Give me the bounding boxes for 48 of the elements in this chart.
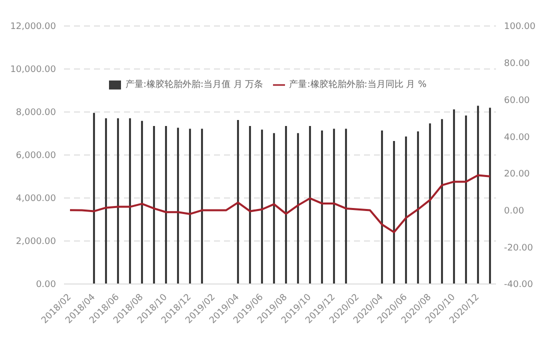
bar [249, 126, 251, 284]
bar [273, 133, 275, 284]
bar [381, 130, 383, 284]
y2-tick-label: -20.00 [504, 243, 534, 254]
bar [489, 108, 491, 284]
bar [261, 130, 263, 284]
bar [117, 118, 119, 284]
y2-tick-label: 100.00 [504, 22, 536, 32]
bar [93, 112, 95, 284]
bar [453, 109, 455, 284]
y-tick-label: 8,000.00 [16, 108, 56, 118]
legend-label: 产量:橡胶轮胎外胎:当月值 月 万条 [125, 80, 264, 90]
bar [165, 126, 167, 284]
bar [177, 128, 179, 284]
bar [441, 119, 443, 284]
bar [405, 136, 407, 284]
bar [189, 128, 191, 284]
y-tick-label: 12,000.00 [10, 22, 56, 32]
bar [465, 115, 467, 284]
y2-tick-label: 60.00 [504, 96, 530, 106]
y-tick-label: 10,000.00 [10, 65, 56, 76]
y2-tick-label: 20.00 [504, 170, 530, 180]
y-tick-label: 6,000.00 [16, 151, 56, 162]
y-tick-label: 4,000.00 [16, 194, 56, 204]
y2-tick-label: 0.00 [504, 206, 524, 216]
y-tick-label: 2,000.00 [16, 237, 56, 248]
y2-tick-label: 40.00 [504, 132, 530, 143]
bar [129, 118, 131, 284]
bar [105, 118, 107, 284]
bar [309, 126, 311, 284]
y2-tick-label: 80.00 [504, 59, 530, 70]
legend-label: 产量:橡胶轮胎外胎:当月同比 月 % [289, 80, 427, 90]
bar [321, 130, 323, 284]
bar [345, 128, 347, 284]
y-tick-label: 0.00 [36, 280, 56, 290]
bar [393, 141, 395, 284]
bar [477, 106, 479, 284]
bar [201, 128, 203, 284]
bar [429, 123, 431, 284]
bar [417, 131, 419, 284]
bar [153, 126, 155, 284]
bar [237, 120, 239, 284]
bar [285, 126, 287, 284]
line-series [69, 174, 491, 234]
y2-tick-label: -40.00 [504, 280, 534, 290]
bar [141, 120, 143, 284]
bar [333, 128, 335, 284]
bar [297, 133, 299, 284]
